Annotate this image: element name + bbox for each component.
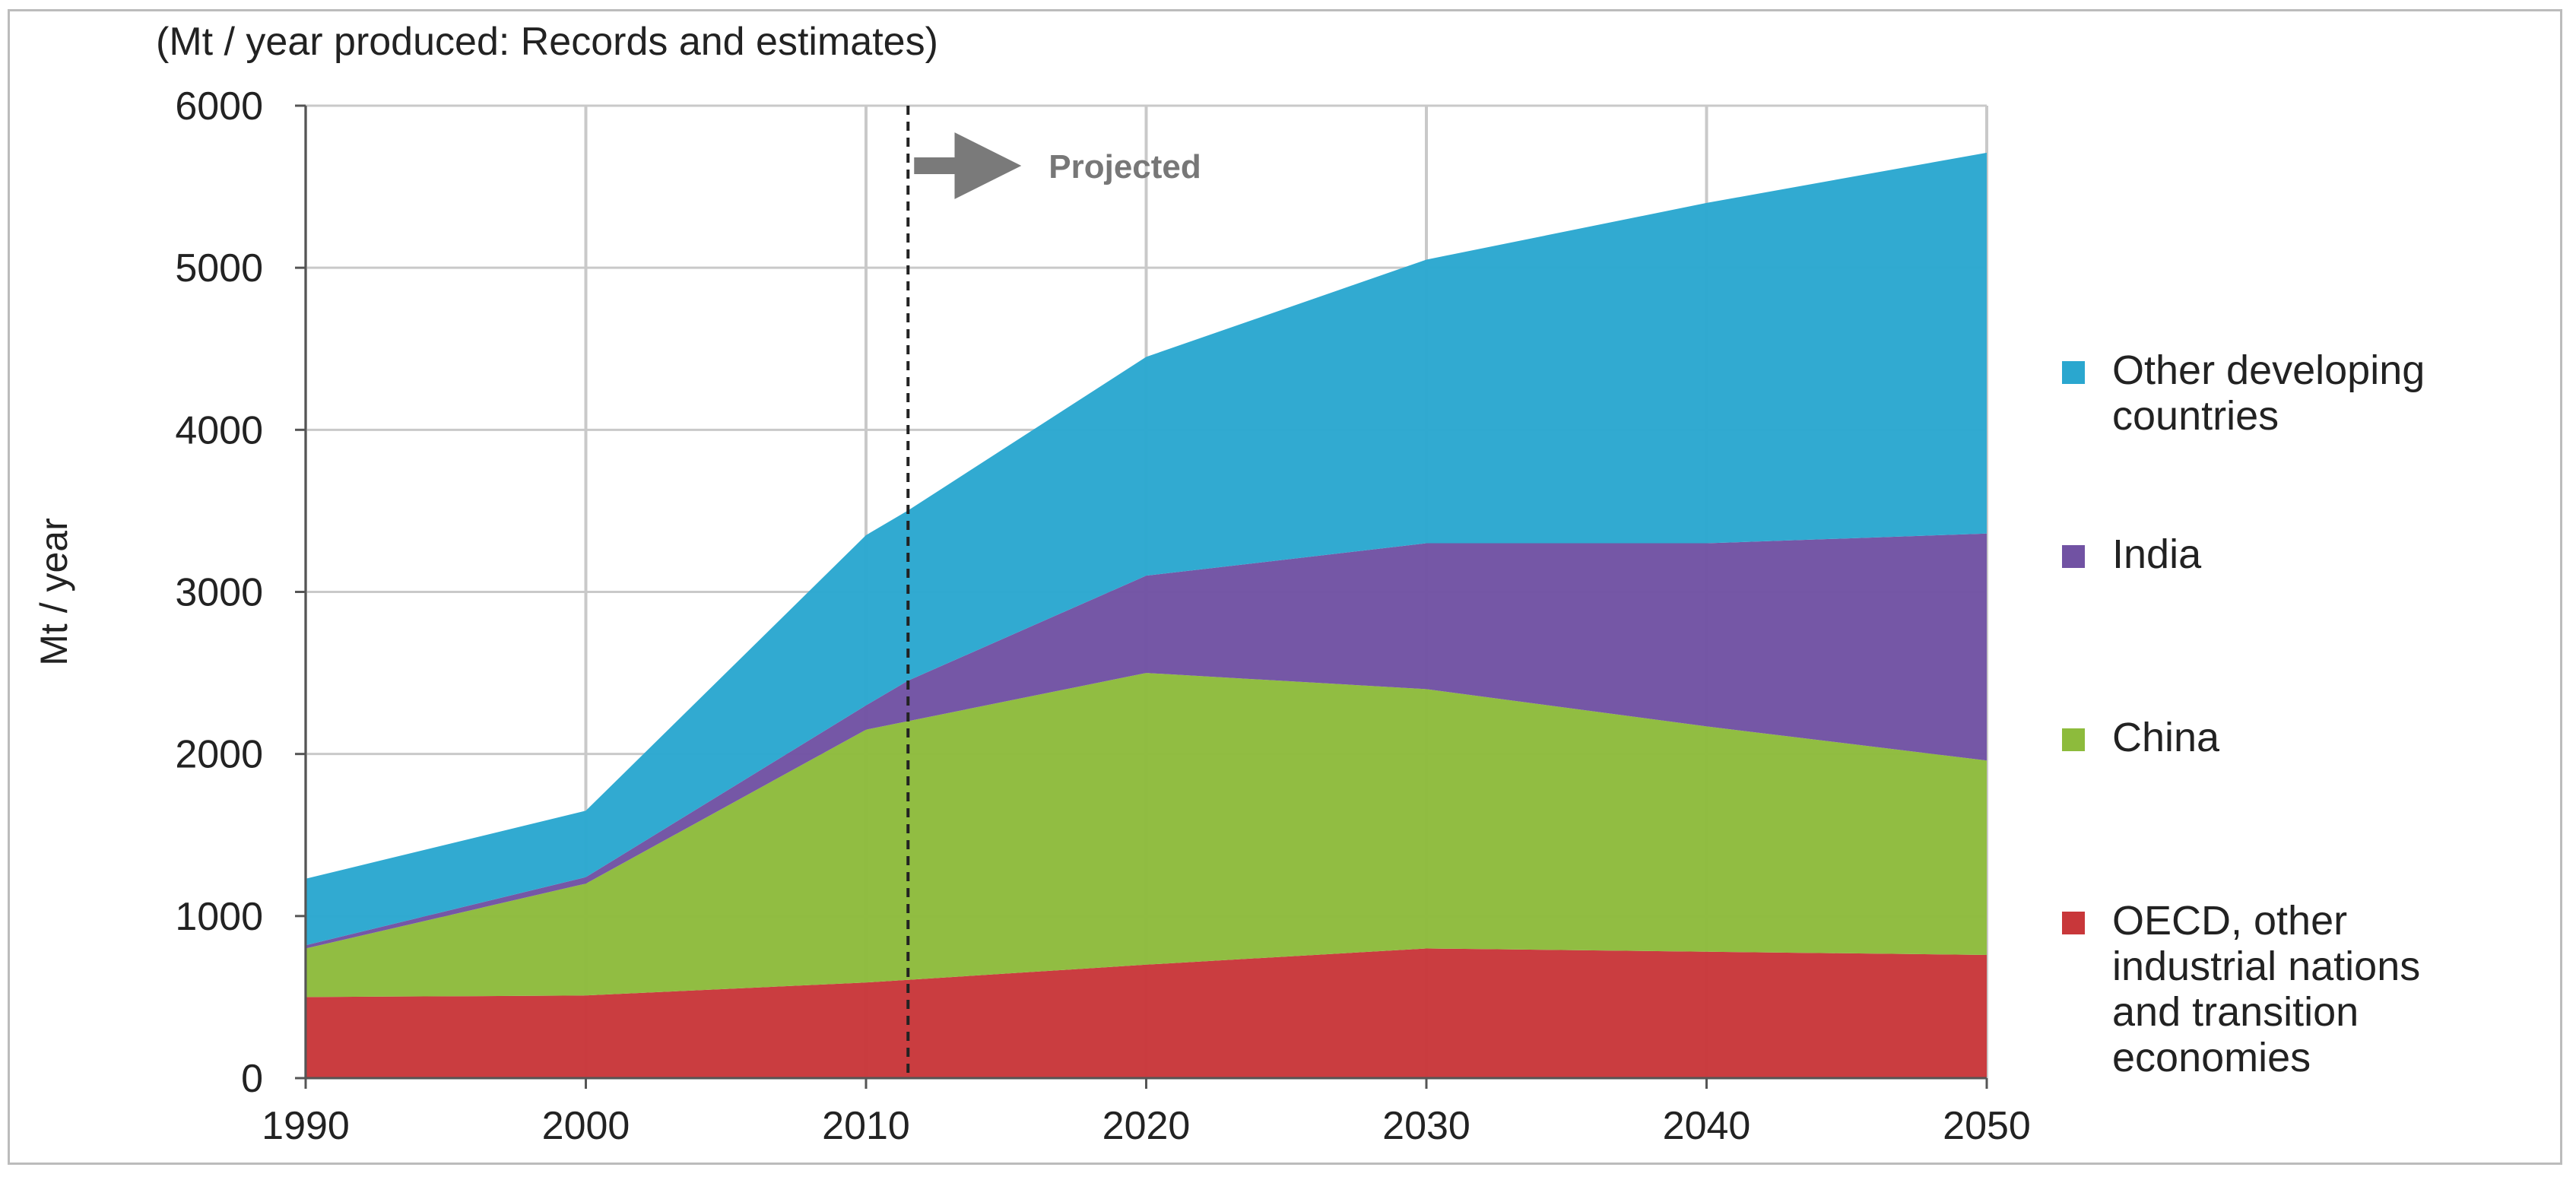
y-tick-label: 3000 (175, 571, 263, 615)
x-tick-label: 2000 (542, 1104, 630, 1148)
y-tick-label: 2000 (175, 733, 263, 777)
legend-label: India (2112, 531, 2202, 577)
x-tick-label: 1990 (262, 1104, 350, 1148)
y-tick-label: 1000 (175, 895, 263, 939)
x-tick-label: 2050 (1943, 1104, 2031, 1148)
legend-label: countries (2112, 393, 2279, 439)
legend-label: Other developing (2112, 347, 2425, 393)
area-series-1 (306, 948, 1987, 1078)
legend-label: economies (2112, 1035, 2311, 1080)
chart-title: (Mt / year produced: Records and estimat… (156, 20, 938, 64)
legend-label: and transition (2112, 989, 2359, 1035)
area-series-4 (306, 152, 1987, 946)
y-tick-label: 0 (241, 1057, 263, 1101)
area-series-3 (306, 533, 1987, 949)
area-series-2 (306, 673, 1987, 998)
axes: 0 1000 2000 3000 4000 5000 6000 1990 2000 2010 202… (175, 84, 2031, 1148)
y-axis-label: Mt / year (33, 518, 75, 665)
series-areas (306, 152, 1987, 1078)
projection-annotation: Projected (906, 106, 1201, 1078)
x-tick-label: 2020 (1102, 1104, 1191, 1148)
legend-label: OECD, other (2112, 898, 2347, 944)
y-tick-label: 5000 (175, 246, 263, 290)
y-tick-label: 4000 (175, 408, 263, 452)
x-tick-label: 2040 (1663, 1104, 1751, 1148)
y-tick-label: 6000 (175, 84, 263, 128)
legend-swatch (2062, 912, 2085, 934)
x-tick-label: 2010 (822, 1104, 910, 1148)
projected-label: Projected (1048, 148, 1201, 186)
legend-swatch (2062, 361, 2085, 384)
legend-label: China (2112, 715, 2220, 760)
legend-swatch (2062, 728, 2085, 751)
x-tick-label: 2030 (1382, 1104, 1470, 1148)
chart-frame (8, 9, 2562, 1165)
legend-swatch (2062, 545, 2085, 568)
legend-label: industrial nations (2112, 944, 2420, 989)
